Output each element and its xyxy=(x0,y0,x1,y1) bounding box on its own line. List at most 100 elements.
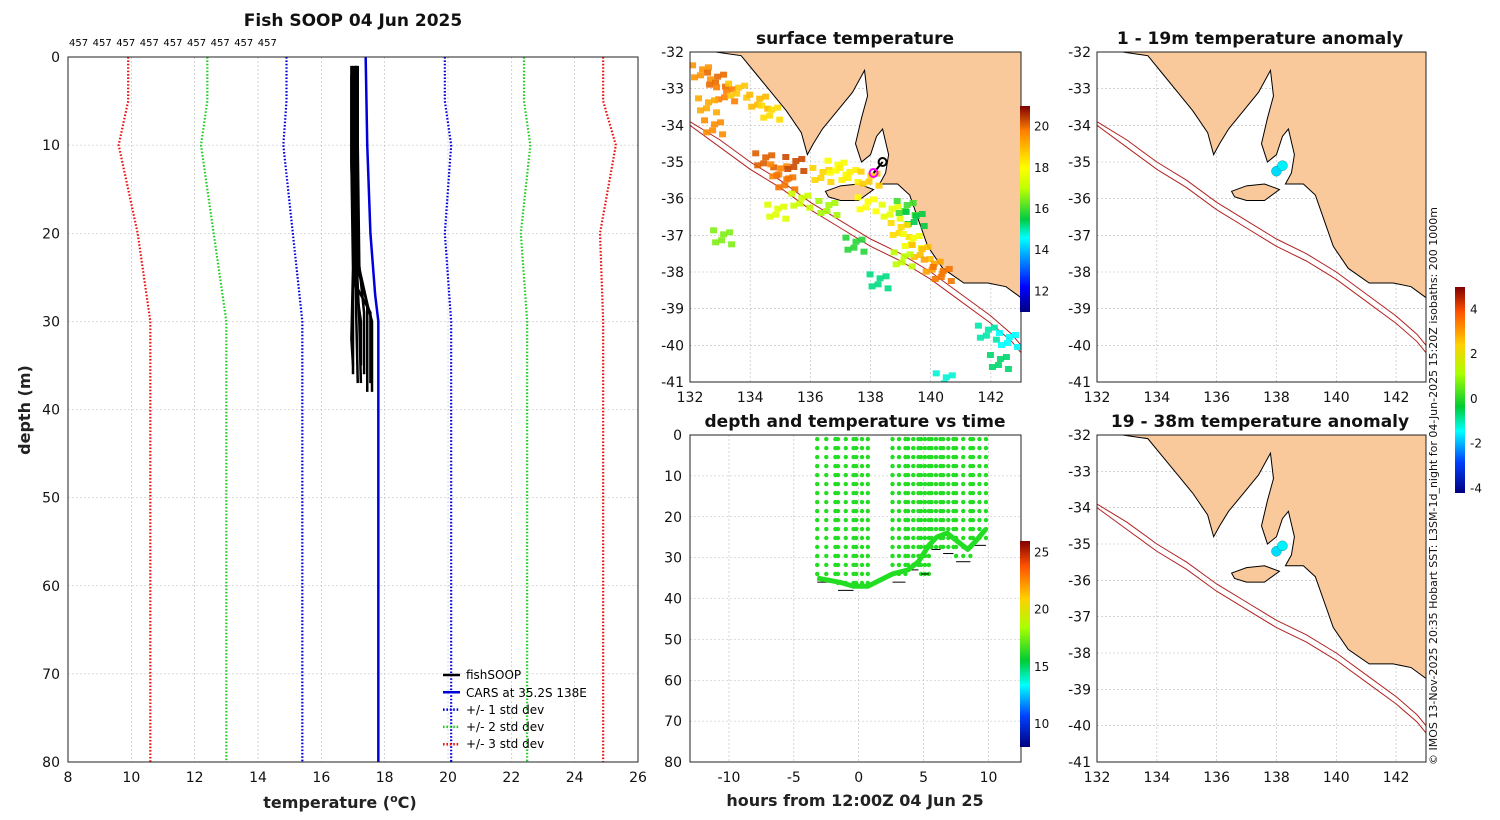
cast-sample xyxy=(815,526,820,532)
cast-sample xyxy=(922,535,928,541)
sst-pixel xyxy=(704,69,712,76)
sst-pixel xyxy=(908,242,916,248)
sst-pixel xyxy=(974,322,982,329)
anomaly-point xyxy=(1277,160,1288,171)
anomaly-deep-basemap xyxy=(1097,435,1426,734)
sst-pixel xyxy=(774,205,782,212)
sst-pixel xyxy=(994,362,1002,368)
depth-tick-label: 20 xyxy=(664,510,682,526)
cast-sample xyxy=(922,463,928,469)
cast-sample xyxy=(835,445,841,451)
sst-pixel xyxy=(728,241,736,248)
cast-sample xyxy=(933,508,939,514)
cast-sample xyxy=(890,562,895,568)
cast-sample xyxy=(911,535,916,541)
hours-tick-label: -5 xyxy=(787,770,801,786)
lon-tick-label: 136 xyxy=(1203,390,1230,406)
cast-sample xyxy=(940,499,946,505)
lat-tick-label: -33 xyxy=(1068,82,1091,98)
profile-ylabel: depth (m) xyxy=(15,365,34,455)
sst-pixel xyxy=(741,82,749,89)
sst-pixel xyxy=(898,259,906,266)
cast-sample xyxy=(865,508,871,514)
cast-sample xyxy=(865,535,871,541)
cast-sample xyxy=(946,490,951,496)
cast-sample xyxy=(843,562,848,568)
cast-id-label: 457 xyxy=(187,38,206,49)
sst-pixel xyxy=(882,273,890,280)
cast-sample xyxy=(896,445,902,451)
sst-pixel xyxy=(720,71,728,78)
cast-sample xyxy=(970,463,976,469)
sst-pixel xyxy=(852,238,860,245)
anomaly-deep-title: 19 - 38m temperature anomaly xyxy=(1111,412,1409,432)
sst-pixel xyxy=(780,203,788,210)
sst-pixel xyxy=(844,246,852,253)
lon-tick-label: 140 xyxy=(1323,770,1350,786)
sst-pixel xyxy=(699,66,707,73)
lat-tick-label: -37 xyxy=(1068,228,1091,244)
y-tick-label: 70 xyxy=(42,667,60,683)
cast-sample xyxy=(940,454,946,460)
sst-pixel xyxy=(886,211,894,218)
legend-label-std1: +/- 1 std dev xyxy=(466,703,544,717)
sst-colorbar-tick: 14 xyxy=(1034,243,1049,257)
cast-sample xyxy=(835,463,841,469)
lat-tick-label: -33 xyxy=(661,82,684,98)
x-tick-label: 16 xyxy=(312,770,330,786)
cast-sample xyxy=(859,571,865,577)
cast-sample xyxy=(865,445,871,451)
cast-sample xyxy=(940,526,946,532)
cast-sample xyxy=(929,517,934,523)
cast-sample xyxy=(843,454,848,460)
sst-pixel xyxy=(819,169,827,175)
sst-pixel xyxy=(800,168,808,174)
std-dev-line xyxy=(598,57,617,762)
sst-pixel xyxy=(896,215,904,222)
time-colorbar-tick: 20 xyxy=(1034,603,1049,617)
cast-sample xyxy=(905,526,911,532)
kangaroo-island xyxy=(1230,183,1281,201)
cast-sample xyxy=(890,535,895,541)
cast-sample xyxy=(918,499,924,505)
cast-sample xyxy=(905,472,911,478)
cast-sample xyxy=(835,499,841,505)
sst-pixel xyxy=(695,95,703,102)
sst-pixel xyxy=(846,169,854,175)
cast-sample xyxy=(911,463,916,469)
cast-sample xyxy=(977,517,982,523)
sst-pixel xyxy=(714,73,722,80)
cast-sample xyxy=(983,436,989,442)
sst-pixel xyxy=(936,258,944,265)
cast-sample xyxy=(977,499,982,505)
sst-pixel xyxy=(766,112,774,119)
y-tick-label: 10 xyxy=(42,138,60,154)
cast-sample xyxy=(946,472,951,478)
anomaly-colorbar xyxy=(1455,287,1465,493)
cast-sample xyxy=(922,481,928,487)
isobath-1000m xyxy=(1097,124,1426,353)
sst-pixel xyxy=(910,254,918,260)
cast-sample xyxy=(961,490,966,496)
cast-sample xyxy=(911,436,916,442)
cast-sample xyxy=(865,571,871,577)
anomaly-colorbar-tick: 2 xyxy=(1470,347,1478,361)
isobath-200m xyxy=(1097,503,1426,726)
cast-sample xyxy=(835,571,841,577)
cast-sample xyxy=(970,454,976,460)
sst-map-ticks: 132 134 136 138 140 142 -32 -33 -34 -35 -36 -37 -38 -… xyxy=(661,45,1004,406)
sst-pixel xyxy=(902,209,910,215)
cast-sample xyxy=(940,517,946,523)
cast-sample xyxy=(905,463,911,469)
cast-sample xyxy=(946,481,951,487)
cast-sample xyxy=(896,454,902,460)
lon-tick-label: 134 xyxy=(1143,770,1170,786)
cast-sample xyxy=(918,508,924,514)
cast-sample xyxy=(815,544,820,550)
cast-sample xyxy=(890,472,895,478)
cast-sample xyxy=(824,571,829,577)
sst-map: surface temperature 132 134 136 138 140 142 -3… xyxy=(661,29,1049,406)
cast-sample xyxy=(933,481,939,487)
profile-xlabel: temperature (oC) xyxy=(263,792,416,812)
cast-sample xyxy=(896,508,902,514)
